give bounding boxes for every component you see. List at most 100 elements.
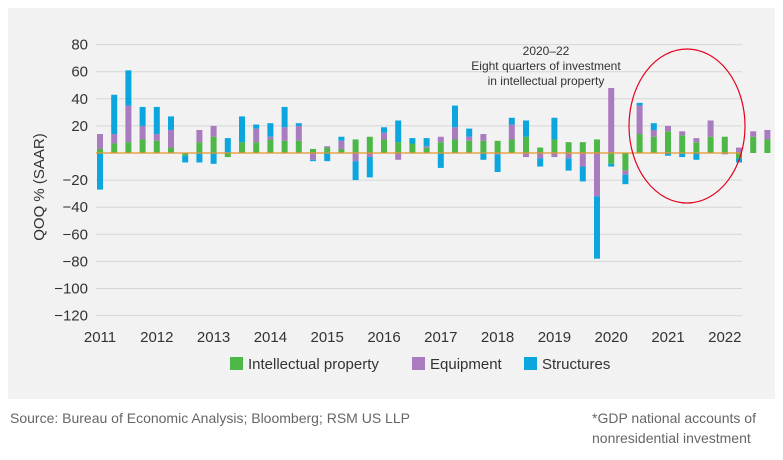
bar-intellectual-property [338,148,345,153]
legend-label-equipment: Equipment [430,356,503,373]
bar-equipment [523,153,529,158]
bar-structures [395,120,402,143]
bar-structures [310,159,316,162]
bar-structures [153,106,160,135]
bar-equipment [480,134,487,141]
bar-equipment [125,105,132,143]
y-tick-label: −80 [63,253,88,270]
x-tick-label: 2013 [197,329,230,346]
bar-structures [168,116,174,130]
bar-intellectual-property [239,142,245,153]
bar-equipment [594,153,600,197]
bar-structures [210,153,217,164]
annotation: 2020–22 Eight quarters of investment in … [471,44,621,88]
bar-equipment [253,128,260,143]
bar-intellectual-property [381,139,387,153]
bar-intellectual-property [480,140,487,153]
bar-equipment [579,153,586,167]
bar-equipment [310,153,316,160]
bar-intellectual-property [508,139,515,153]
x-tick-label: 2022 [708,329,741,346]
x-axis: 2011 2012 2013 2014 2015 2016 2017 2018 2019 2020… [84,329,742,346]
bar-equipment [736,147,742,153]
bar-intellectual-property [437,142,444,153]
annotation-line-1: 2020–22 [523,44,570,58]
bar-equipment [281,127,288,141]
bar-equipment [764,129,771,140]
bar-structures [537,158,544,167]
bar-intellectual-property [324,147,331,153]
y-tick-label: 40 [71,91,88,108]
bar-intellectual-property [97,148,103,153]
bar-intellectual-property [579,142,586,153]
bar-equipment [168,129,174,148]
bar-equipment [650,129,657,137]
bar-structures [636,102,643,106]
bar-equipment [537,153,544,159]
bar-structures [381,127,387,133]
bar-equipment [665,125,671,132]
bar-intellectual-property [281,140,288,153]
x-tick-label: 2015 [311,329,344,346]
bar-intellectual-property [693,142,700,153]
legend-swatch-equipment [412,357,425,370]
bar-equipment [679,131,686,136]
bar-intellectual-property [452,139,458,153]
bar-equipment [196,129,203,143]
bar-intellectual-property [267,139,274,153]
bar-structures [409,138,416,144]
bar-structures [125,70,132,106]
bar-equipment [608,87,615,153]
bar-equipment [693,138,700,143]
bar-structures [338,136,345,141]
bar-intellectual-property [608,153,615,164]
x-tick-label: 2020 [595,329,628,346]
bar-structures [565,158,572,171]
source-note: Source: Bureau of Economic Analysis; Blo… [10,410,410,426]
bar-intellectual-property [196,142,203,153]
bar-intellectual-property [650,136,657,153]
bar-equipment [381,132,387,140]
bar-intellectual-property [466,140,473,153]
bar-intellectual-property [494,140,501,153]
bar-structures [111,94,118,135]
y-tick-label: −40 [63,199,88,216]
bar-equipment [210,125,217,137]
annotation-line-3: in intellectual property [488,74,605,88]
bar-structures [508,117,515,125]
bar-intellectual-property [707,136,714,153]
bar-structures [352,161,359,181]
y-tick-label: −60 [63,226,88,243]
bar-structures [523,120,529,137]
bar-structures [466,128,473,137]
y-tick-label: −120 [54,308,88,325]
bar-intellectual-property [665,131,671,153]
bar-equipment [139,125,146,140]
bar-structures [679,153,686,158]
bar-structures [239,116,245,143]
y-axis-label: QOQ % (SAAR) [31,133,48,241]
bar-structures [97,153,103,190]
bar-structures [579,166,586,182]
bar-structures [324,153,331,162]
x-tick-label: 2012 [140,329,173,346]
bar-structures [253,124,260,129]
bar-equipment [324,146,331,148]
bar-equipment [366,153,373,158]
bar-structures [665,153,671,156]
bar-equipment [452,127,458,140]
bar-equipment [267,136,274,140]
bar-equipment [466,136,473,141]
bar-intellectual-property [310,148,316,153]
bar-equipment [97,134,103,149]
legend-item-intellectual-property: Intellectual property [230,356,379,373]
bar-intellectual-property [736,153,742,159]
y-tick-label: 20 [71,118,88,135]
bar-equipment [423,146,430,148]
bar-structures [267,123,274,137]
bar-equipment [437,136,444,143]
bar-intellectual-property [210,136,217,153]
bar-structures [608,163,615,167]
bar-structures [196,153,203,163]
